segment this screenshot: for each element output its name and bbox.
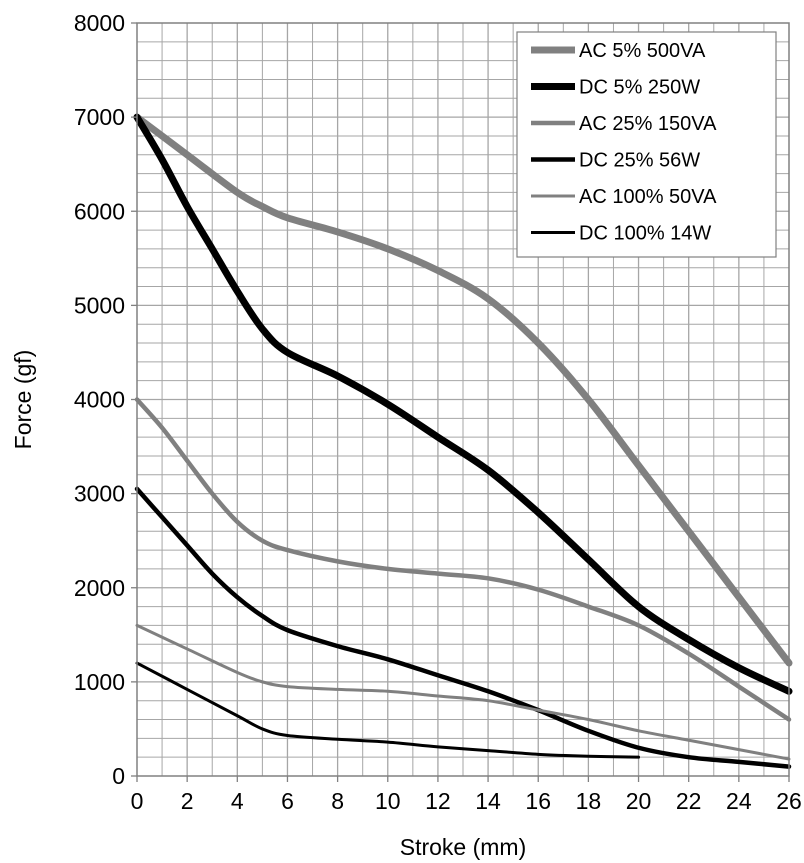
legend-label-6: DC 100% 14W xyxy=(579,223,711,245)
x-tick-label: 4 xyxy=(231,788,244,814)
y-axis-title: Force (gf) xyxy=(10,350,36,450)
legend-label-4: DC 25% 56W xyxy=(579,150,700,172)
y-tick-label: 7000 xyxy=(74,104,125,130)
y-tick-label: 4000 xyxy=(74,387,125,413)
y-tick-label: 8000 xyxy=(74,10,125,36)
series-line-4 xyxy=(134,486,792,769)
series-line-1 xyxy=(133,113,793,667)
x-tick-label: 8 xyxy=(331,788,344,814)
x-tick-label: 26 xyxy=(776,788,802,814)
legend-label-1: AC 5% 500VA xyxy=(579,40,706,62)
legend-label-2: DC 5% 250W xyxy=(579,77,700,99)
x-axis-title: Stroke (mm) xyxy=(400,834,527,860)
y-axis-ticks: 0 1000 2000 3000 4000 5000 6000 7000 8000 xyxy=(74,10,137,789)
x-axis-ticks: 0 2 4 6 8 10 12 14 16 18 20 22 24 26 xyxy=(131,776,802,814)
x-tick-label: 10 xyxy=(375,788,401,814)
series-line-2 xyxy=(133,113,793,695)
x-tick-label: 24 xyxy=(726,788,752,814)
x-tick-label: 16 xyxy=(525,788,551,814)
series-line-6 xyxy=(135,661,641,759)
x-tick-label: 0 xyxy=(131,788,144,814)
y-tick-label: 0 xyxy=(112,763,125,789)
x-tick-label: 14 xyxy=(475,788,501,814)
y-tick-label: 6000 xyxy=(74,198,125,224)
y-tick-label: 2000 xyxy=(74,575,125,601)
legend-label-3: AC 25% 150VA xyxy=(579,113,717,135)
series-line-5 xyxy=(135,623,791,761)
data-series xyxy=(133,113,793,769)
legend: AC 5% 500VA DC 5% 250W AC 25% 150VA DC 25% … xyxy=(516,31,777,258)
y-tick-label: 1000 xyxy=(74,669,125,695)
y-tick-label: 3000 xyxy=(74,481,125,507)
series-line-3 xyxy=(134,397,792,722)
x-tick-label: 12 xyxy=(425,788,451,814)
x-tick-label: 18 xyxy=(576,788,602,814)
legend-box xyxy=(516,31,777,258)
x-tick-label: 22 xyxy=(676,788,702,814)
y-tick-label: 5000 xyxy=(74,292,125,318)
x-tick-label: 2 xyxy=(181,788,194,814)
x-tick-label: 6 xyxy=(281,788,294,814)
legend-label-5: AC 100% 50VA xyxy=(579,186,717,208)
x-tick-label: 20 xyxy=(626,788,652,814)
